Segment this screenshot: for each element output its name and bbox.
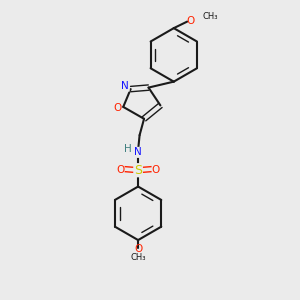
Text: CH₃: CH₃ [202,12,218,21]
Text: N: N [122,81,129,91]
Text: H: H [124,144,132,154]
Text: O: O [134,244,142,254]
Text: O: O [151,165,160,175]
Text: O: O [186,16,194,26]
Text: O: O [113,103,122,113]
Text: O: O [117,165,125,175]
Text: N: N [134,147,142,158]
Text: S: S [134,164,142,177]
Text: CH₃: CH₃ [130,254,146,262]
